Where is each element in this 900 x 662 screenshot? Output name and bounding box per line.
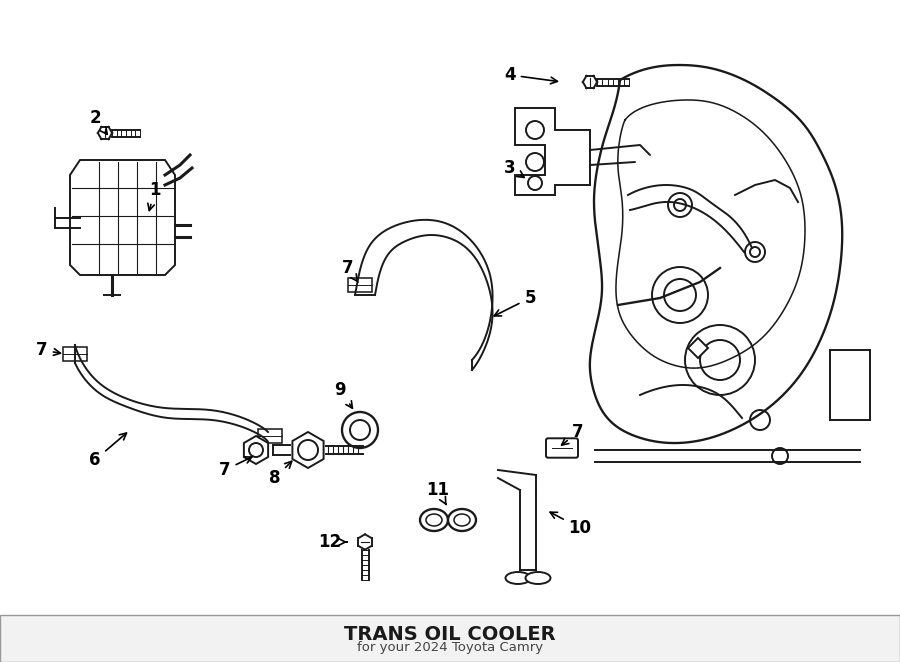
- Text: TRANS OIL COOLER: TRANS OIL COOLER: [344, 624, 556, 643]
- Bar: [348, 278, 372, 292]
- Polygon shape: [688, 338, 708, 358]
- Circle shape: [772, 448, 788, 464]
- Text: 10: 10: [550, 512, 591, 537]
- Text: 3: 3: [504, 159, 524, 177]
- Bar: [63, 347, 87, 361]
- Text: 4: 4: [504, 66, 557, 84]
- Text: 1: 1: [148, 181, 161, 211]
- Text: for your 2024 Toyota Camry: for your 2024 Toyota Camry: [357, 641, 543, 655]
- Text: 9: 9: [334, 381, 353, 408]
- Circle shape: [750, 247, 760, 257]
- Bar: [0, 615, 900, 662]
- Text: 12: 12: [319, 533, 347, 551]
- Text: 11: 11: [427, 481, 449, 504]
- Ellipse shape: [526, 572, 551, 584]
- Text: 8: 8: [269, 461, 292, 487]
- Circle shape: [750, 410, 770, 430]
- Circle shape: [668, 193, 692, 217]
- Ellipse shape: [506, 572, 530, 584]
- Circle shape: [745, 242, 765, 262]
- Text: 7: 7: [342, 259, 358, 282]
- Bar: [258, 429, 282, 443]
- Text: 7: 7: [36, 341, 60, 359]
- Circle shape: [685, 325, 755, 395]
- Text: 6: 6: [89, 433, 127, 469]
- Circle shape: [342, 412, 378, 448]
- Circle shape: [700, 340, 740, 380]
- Circle shape: [350, 420, 370, 440]
- Text: 7: 7: [220, 457, 252, 479]
- Circle shape: [652, 267, 708, 323]
- Circle shape: [249, 443, 263, 457]
- Circle shape: [664, 279, 696, 311]
- Circle shape: [674, 199, 686, 211]
- Ellipse shape: [426, 514, 442, 526]
- Circle shape: [526, 153, 544, 171]
- Polygon shape: [292, 432, 324, 468]
- Circle shape: [298, 440, 318, 460]
- Ellipse shape: [448, 509, 476, 531]
- Ellipse shape: [420, 509, 448, 531]
- Text: 7: 7: [562, 423, 584, 445]
- Circle shape: [528, 176, 542, 190]
- Circle shape: [526, 121, 544, 139]
- Text: 2: 2: [89, 109, 107, 134]
- Polygon shape: [244, 436, 268, 464]
- Polygon shape: [515, 108, 590, 195]
- FancyBboxPatch shape: [546, 438, 578, 457]
- Polygon shape: [70, 160, 175, 275]
- Text: 5: 5: [494, 289, 536, 316]
- Ellipse shape: [454, 514, 470, 526]
